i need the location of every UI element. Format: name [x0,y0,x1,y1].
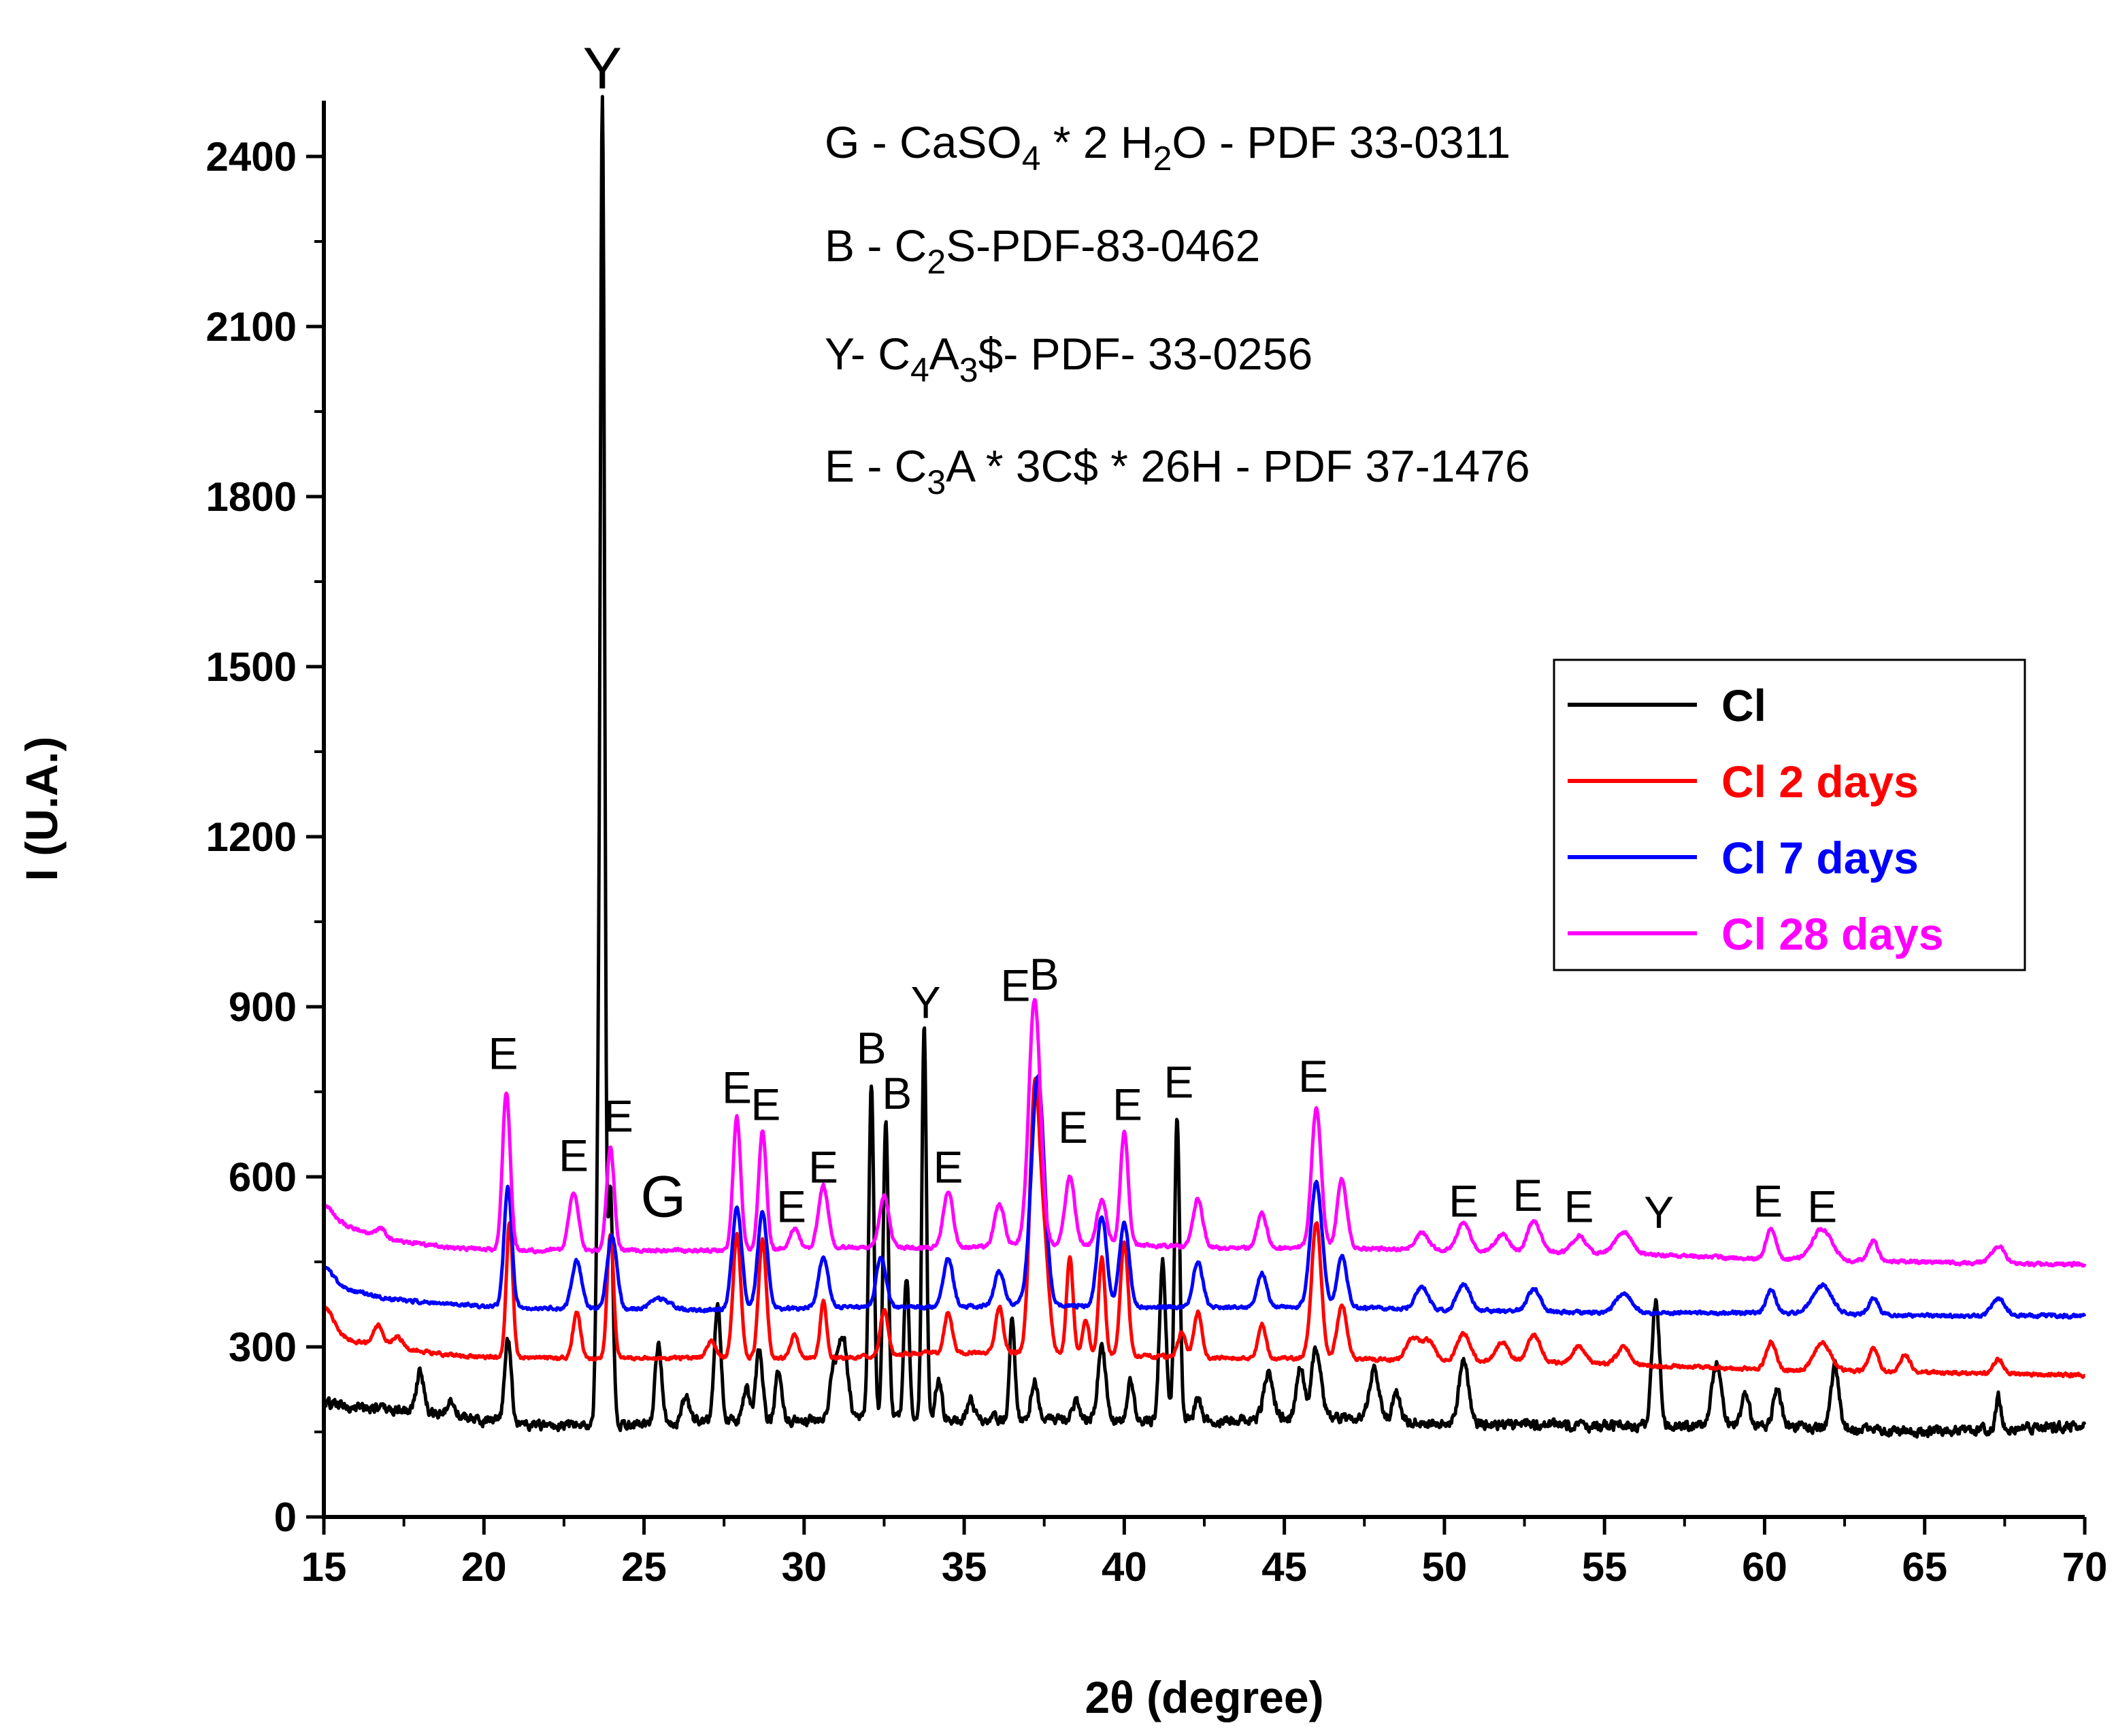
legend-label: Cl [1721,680,1766,731]
x-axis-title: 2θ (degree) [1085,1672,1323,1722]
phase-text-part: $- PDF- 33-0256 [978,329,1313,379]
phase-text-part: Y- C [825,329,910,379]
phase-key-line: E - C3A * 3C$ * 26H - PDF 37-1476 [825,441,1530,501]
phase-text-part: A * 3C$ * 26H - PDF 37-1476 [946,441,1530,491]
legend-label: Cl 28 days [1721,909,1944,959]
phase-text-part: O - PDF 33-0311 [1172,117,1510,167]
peak-label: E [1807,1182,1837,1232]
peak-label: E [1000,961,1030,1011]
legend-label: Cl 7 days [1721,833,1919,883]
y-tick-label: 600 [229,1154,297,1200]
legend: Cl Cl 2 days Cl 7 days Cl 28 days [1553,658,2026,971]
x-tick-label: 65 [1902,1544,1947,1590]
series-line-0 [322,95,2087,1439]
x-tick-label: 25 [621,1544,667,1590]
peak-label: E [488,1029,518,1079]
peak-label: E [1298,1051,1328,1101]
x-tick-label: 70 [2062,1544,2108,1590]
x-tick-label: 55 [1582,1544,1628,1590]
phase-subscript: 3 [927,463,946,501]
peak-label: B [857,1022,887,1073]
y-tick-label: 300 [229,1324,297,1370]
x-tick-label: 35 [942,1544,987,1590]
y-tick-label: 1800 [206,474,297,520]
series-line-2 [323,1073,2087,1320]
phase-subscript: 3 [959,351,978,389]
phase-text-part: S-PDF-83-0462 [946,220,1260,271]
peak-label: E [1564,1182,1594,1232]
peak-label: Y [1644,1187,1674,1237]
x-tick-label: 50 [1422,1544,1468,1590]
peak-label: E [776,1182,806,1232]
peak-label: G [640,1164,686,1229]
peak-label: E [750,1080,780,1130]
y-tick-label: 1500 [206,644,297,690]
peak-label: E [934,1141,963,1192]
peak-label: E [722,1063,752,1113]
peak-label: E [604,1090,633,1141]
y-ticks: 0 300 600 900 1200 1500 1800 2100 2400 [206,134,324,1540]
x-tick-label: 30 [781,1544,827,1590]
peak-label: E [1449,1175,1479,1226]
y-tick-label: 2100 [206,304,297,350]
phase-key-line: Y- C4A3$- PDF- 33-0256 [825,329,1312,389]
phase-subscript: 4 [910,351,929,389]
peak-label: Y [911,978,941,1028]
phase-text-part: A [929,329,959,379]
phase-subscript: 2 [1153,139,1172,178]
peak-label: E [1753,1175,1783,1226]
y-tick-label: 2400 [206,134,297,180]
x-tick-label: 60 [1742,1544,1787,1590]
phase-text-part: B - C [825,220,927,271]
legend-box [1553,658,2026,971]
series-line-1 [323,1077,2086,1380]
phase-text-part: * 2 H [1041,117,1153,167]
x-tick-label: 40 [1102,1544,1147,1590]
legend-items: Cl Cl 2 days Cl 7 days Cl 28 days [1568,680,1944,959]
peak-label: E [1513,1170,1542,1220]
y-axis-title: I (U.A.) [16,737,67,882]
y-tick-label: 900 [229,984,297,1030]
x-ticks: 15 20 25 30 35 40 45 50 55 60 65 70 [301,1517,2108,1590]
peak-label: E [1058,1102,1088,1152]
y-tick-label: 1200 [206,814,297,860]
x-tick-label: 45 [1261,1544,1307,1590]
x-tick-label: 20 [461,1544,507,1590]
phase-key-line: G - CaSO4 * 2 H2O - PDF 33-0311 [825,117,1510,178]
phase-text-part: E - C [825,441,927,491]
phase-subscript: 4 [1022,139,1041,178]
phase-text-part: G - CaSO [825,117,1022,167]
y-tick-label: 0 [274,1495,297,1540]
phase-key-line: B - C2S-PDF-83-0462 [825,220,1260,281]
peak-label: B [882,1068,912,1118]
series-line-3 [322,998,2087,1268]
phase-subscript: 2 [927,243,946,281]
x-tick-label: 15 [301,1544,347,1590]
peak-label: E [1112,1080,1142,1130]
peak-label: E [1163,1056,1193,1107]
peak-label: Y [583,36,622,101]
peak-label: E [559,1131,589,1181]
peak-label: B [1029,949,1059,999]
series-layer [322,95,2087,1439]
peak-label: E [808,1141,838,1192]
legend-label: Cl 2 days [1721,756,1919,807]
